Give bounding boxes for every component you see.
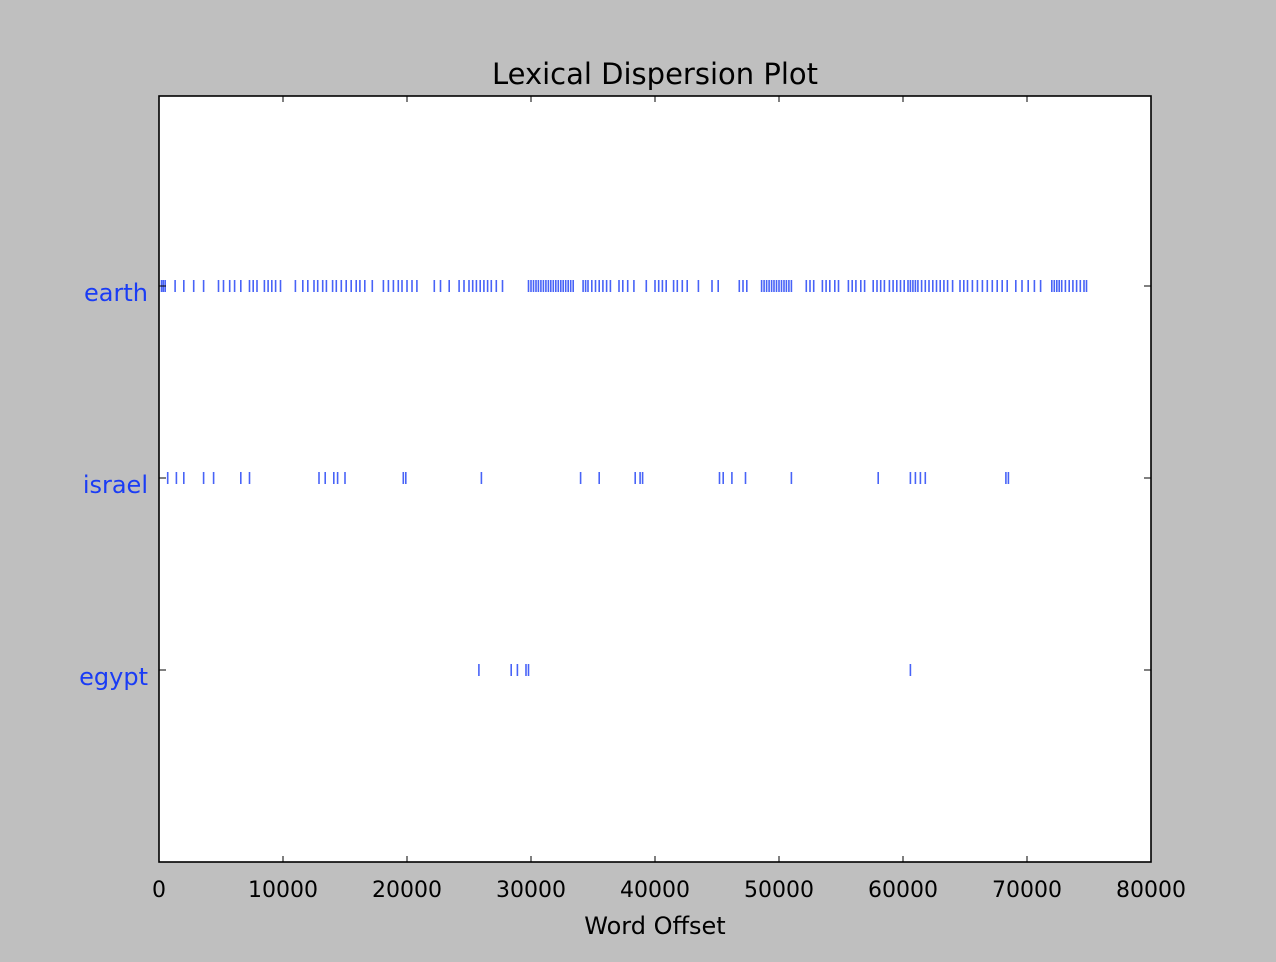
x-tick-label: 30000 bbox=[496, 878, 566, 903]
x-tick-label: 80000 bbox=[1116, 878, 1186, 903]
y-category-label-egypt: egypt bbox=[79, 663, 148, 691]
chart-title: Lexical Dispersion Plot bbox=[492, 57, 818, 91]
marks-layer bbox=[160, 280, 1088, 676]
plot-area bbox=[159, 96, 1151, 862]
labels-layer: 0 10000 20000 30000 40000 50000 60000 70000 8000… bbox=[79, 279, 1186, 903]
y-category-label-israel: israel bbox=[83, 471, 148, 499]
x-axis-label: Word Offset bbox=[584, 912, 725, 940]
x-tick-label: 60000 bbox=[868, 878, 938, 903]
x-tick-label: 70000 bbox=[992, 878, 1062, 903]
y-category-label-earth: earth bbox=[84, 279, 148, 307]
x-tick-label: 50000 bbox=[744, 878, 814, 903]
plot-frame bbox=[158, 95, 1152, 863]
x-tick-label: 10000 bbox=[248, 878, 318, 903]
x-tick-label: 20000 bbox=[372, 878, 442, 903]
x-tick-label: 40000 bbox=[620, 878, 690, 903]
x-tick-label: 0 bbox=[152, 878, 166, 903]
